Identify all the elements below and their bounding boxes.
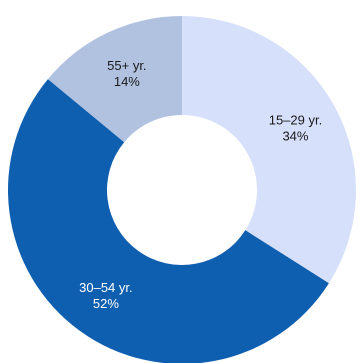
slice-label-15-29: 15–29 yr.	[269, 113, 323, 128]
slice-value-15-29: 34%	[282, 129, 308, 144]
slice-label-30-54: 30–54 yr.	[79, 280, 133, 295]
slice-label-55-plus: 55+ yr.	[107, 58, 146, 73]
slice-55-plus	[47, 16, 182, 143]
slice-value-30-54: 52%	[93, 296, 119, 311]
slice-30-54	[8, 79, 329, 363]
slice-value-55-plus: 14%	[114, 74, 140, 89]
slice-15-29	[182, 16, 356, 284]
